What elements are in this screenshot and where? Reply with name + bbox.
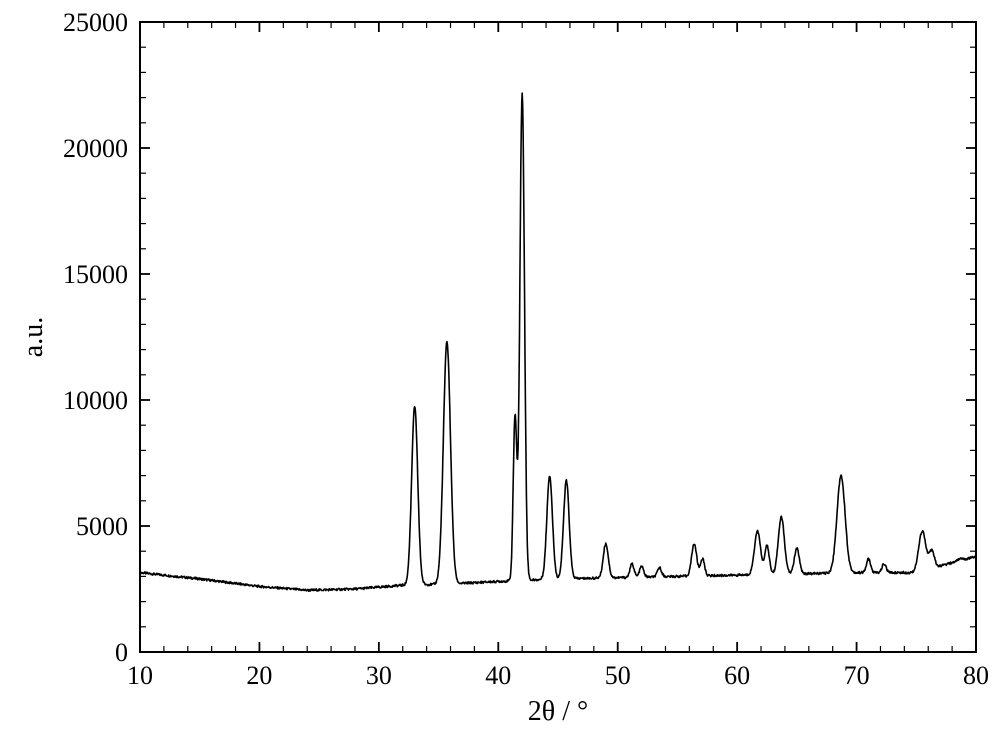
x-tick-label: 80: [963, 661, 989, 690]
y-tick-label: 20000: [63, 134, 128, 163]
x-tick-label: 10: [127, 661, 153, 690]
x-tick-label: 60: [724, 661, 750, 690]
x-tick-label: 40: [485, 661, 511, 690]
y-axis-label: a.u.: [18, 317, 49, 357]
x-tick-label: 70: [844, 661, 870, 690]
xrd-chart: 10 20 30 40 50 60 70 80 0 5000 10000 15000 20000 2500…: [0, 0, 1000, 734]
x-tick-label: 50: [605, 661, 631, 690]
y-tick-label: 5000: [76, 512, 128, 541]
x-tick-label: 20: [246, 661, 272, 690]
y-tick-label: 10000: [63, 386, 128, 415]
x-axis-label: 2θ / °: [528, 696, 588, 727]
y-tick-label: 15000: [63, 260, 128, 289]
y-tick-label: 0: [115, 638, 128, 667]
chart-svg: 10 20 30 40 50 60 70 80 0 5000 10000 15000 20000 2500…: [0, 0, 1000, 734]
x-tick-label: 30: [366, 661, 392, 690]
y-tick-label: 25000: [63, 8, 128, 37]
